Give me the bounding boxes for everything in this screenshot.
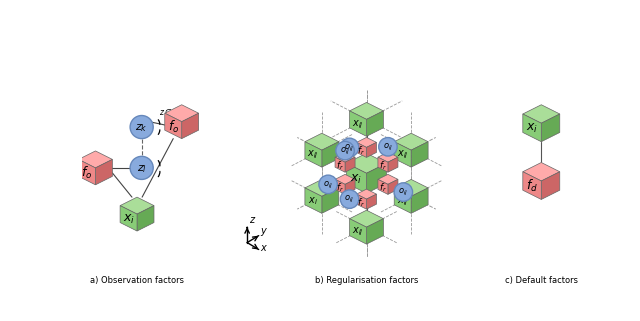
Polygon shape <box>394 133 428 150</box>
Text: $x_{ij}$: $x_{ij}$ <box>397 149 408 161</box>
Polygon shape <box>394 179 428 196</box>
Polygon shape <box>411 188 428 213</box>
Polygon shape <box>367 111 383 136</box>
Circle shape <box>379 137 397 156</box>
Text: $z_k$: $z_k$ <box>135 122 148 134</box>
Polygon shape <box>335 174 355 184</box>
Text: $x_{ij}$: $x_{ij}$ <box>352 118 364 131</box>
Polygon shape <box>394 142 411 167</box>
Polygon shape <box>182 113 198 139</box>
Text: $f_r$: $f_r$ <box>379 181 387 194</box>
Polygon shape <box>356 194 367 209</box>
Polygon shape <box>411 142 428 167</box>
Polygon shape <box>356 189 376 199</box>
Text: $f_r$: $f_r$ <box>336 159 344 172</box>
Circle shape <box>394 183 413 201</box>
Text: c) Default factors: c) Default factors <box>505 276 578 285</box>
Text: $x_{ij}$: $x_{ij}$ <box>397 195 408 208</box>
Polygon shape <box>388 157 398 172</box>
Text: y: y <box>260 226 266 236</box>
Text: $f_r$: $f_r$ <box>357 144 365 157</box>
Polygon shape <box>349 210 383 227</box>
Polygon shape <box>305 133 339 150</box>
Polygon shape <box>523 105 560 123</box>
Polygon shape <box>523 114 541 142</box>
Text: b) Regularisation factors: b) Regularisation factors <box>315 276 418 285</box>
Polygon shape <box>120 197 154 214</box>
Polygon shape <box>394 188 411 213</box>
Text: $f_r$: $f_r$ <box>379 159 387 172</box>
Circle shape <box>340 190 359 208</box>
Text: $x_i$: $x_i$ <box>308 195 318 207</box>
Polygon shape <box>349 102 383 119</box>
Polygon shape <box>335 179 345 195</box>
Text: $x_{ij}$: $x_{ij}$ <box>352 226 364 239</box>
Text: $o_{ij}$: $o_{ij}$ <box>344 194 355 205</box>
Polygon shape <box>322 142 339 167</box>
Polygon shape <box>346 153 387 173</box>
Text: $f_r$: $f_r$ <box>357 196 365 209</box>
Polygon shape <box>346 163 367 193</box>
Text: $o_{ij}$: $o_{ij}$ <box>383 142 393 153</box>
Polygon shape <box>367 194 376 209</box>
Polygon shape <box>378 152 398 162</box>
Polygon shape <box>79 151 113 168</box>
Text: $x_i$: $x_i$ <box>122 213 134 226</box>
Text: $o_{ij}$: $o_{ij}$ <box>323 179 333 191</box>
Polygon shape <box>164 105 198 122</box>
Text: $z \in \mathcal{Z}_i$: $z \in \mathcal{Z}_i$ <box>159 108 182 119</box>
Text: $x_i$: $x_i$ <box>526 122 538 135</box>
Polygon shape <box>378 179 388 195</box>
Polygon shape <box>335 152 355 162</box>
Polygon shape <box>356 143 367 157</box>
Polygon shape <box>335 157 345 172</box>
Polygon shape <box>378 157 388 172</box>
Text: $o_{ij}$: $o_{ij}$ <box>344 143 355 154</box>
Circle shape <box>319 175 337 194</box>
Polygon shape <box>388 179 398 195</box>
Polygon shape <box>367 219 383 244</box>
Text: $o_{ij}$: $o_{ij}$ <box>340 146 350 157</box>
Polygon shape <box>95 160 113 185</box>
Text: $z_l$: $z_l$ <box>137 163 147 175</box>
Polygon shape <box>164 113 182 139</box>
Polygon shape <box>541 114 560 142</box>
Polygon shape <box>541 172 560 199</box>
Text: x: x <box>260 243 266 253</box>
Circle shape <box>340 138 359 157</box>
Text: $f_r$: $f_r$ <box>336 181 344 194</box>
Circle shape <box>130 116 153 139</box>
Polygon shape <box>305 179 339 196</box>
Polygon shape <box>137 206 154 231</box>
Text: a) Observation factors: a) Observation factors <box>90 276 184 285</box>
Circle shape <box>336 141 355 160</box>
Polygon shape <box>378 174 398 184</box>
Polygon shape <box>322 188 339 213</box>
Polygon shape <box>345 157 355 172</box>
Polygon shape <box>120 206 137 231</box>
Polygon shape <box>305 142 322 167</box>
Text: $f_o$: $f_o$ <box>168 119 179 135</box>
Text: z: z <box>249 215 254 225</box>
Polygon shape <box>523 172 541 199</box>
Polygon shape <box>305 188 322 213</box>
Text: $f_o$: $f_o$ <box>81 165 93 181</box>
Polygon shape <box>367 163 387 193</box>
Polygon shape <box>79 160 95 185</box>
Text: $x_{ij}$: $x_{ij}$ <box>307 149 319 161</box>
Circle shape <box>130 156 153 179</box>
Polygon shape <box>356 137 376 147</box>
Polygon shape <box>345 179 355 195</box>
Polygon shape <box>349 219 367 244</box>
Polygon shape <box>523 162 560 181</box>
Text: $x_i$: $x_i$ <box>351 172 362 186</box>
Text: $f_d$: $f_d$ <box>526 178 538 195</box>
Polygon shape <box>367 143 376 157</box>
Polygon shape <box>349 111 367 136</box>
Text: $o_{ij}$: $o_{ij}$ <box>398 187 408 198</box>
